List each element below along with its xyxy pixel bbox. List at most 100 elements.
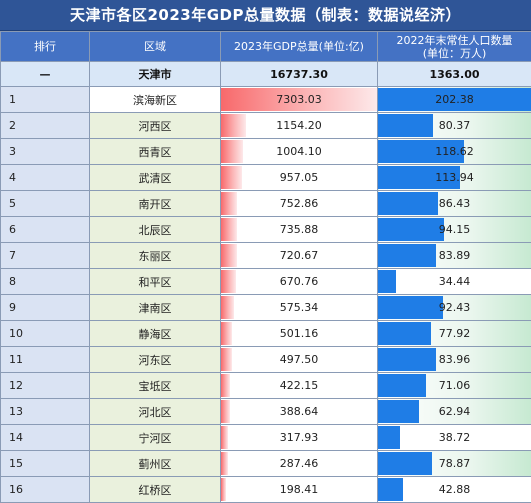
gdp-value: 7303.03 [276, 93, 322, 106]
population-value: 202.38 [435, 93, 474, 106]
gdp-value: 720.67 [280, 249, 319, 262]
population-value: 71.06 [439, 379, 471, 392]
gdp-bar [221, 322, 232, 345]
district-cell: 津南区 [90, 295, 221, 321]
header-population-line1: 2022年末常住人口数量 [378, 34, 531, 47]
population-bar [378, 218, 444, 241]
gdp-value: 501.16 [280, 327, 319, 340]
header-population[interactable]: 2022年末常住人口数量 (单位：万人) [378, 32, 531, 62]
gdp-value: 317.93 [280, 431, 319, 444]
population-value: 77.92 [439, 327, 471, 340]
population-value: 83.89 [439, 249, 471, 262]
gdp-value: 957.05 [280, 171, 319, 184]
population-cell: 71.06 [378, 373, 531, 399]
total-gdp: 16737.30 [221, 62, 378, 87]
gdp-bar [221, 140, 243, 163]
rank-cell: 16 [1, 477, 90, 503]
gdp-cell: 7303.03 [221, 87, 378, 113]
total-row: — 天津市 16737.30 1363.00 [1, 62, 531, 87]
gdp-cell: 957.05 [221, 165, 378, 191]
gdp-bar [221, 348, 232, 371]
gdp-value: 575.34 [280, 301, 319, 314]
header-row: 排行 区域 2023年GDP总量(单位:亿) 2022年末常住人口数量 (单位：… [1, 32, 531, 62]
gdp-value: 735.88 [280, 223, 319, 236]
gdp-bar [221, 270, 236, 293]
header-rank[interactable]: 排行 [1, 32, 90, 62]
gdp-value: 198.41 [280, 483, 319, 496]
gdp-cell: 752.86 [221, 191, 378, 217]
population-bar [378, 296, 443, 319]
population-value: 34.44 [439, 275, 471, 288]
population-cell: 83.96 [378, 347, 531, 373]
gdp-cell: 575.34 [221, 295, 378, 321]
gdp-value: 422.15 [280, 379, 319, 392]
total-rank: — [1, 62, 90, 87]
population-value: 42.88 [439, 483, 471, 496]
gdp-value: 670.76 [280, 275, 319, 288]
gdp-bar [221, 452, 228, 475]
rank-cell: 7 [1, 243, 90, 269]
population-bar [378, 322, 431, 345]
population-cell: 42.88 [378, 477, 531, 503]
population-value: 86.43 [439, 197, 471, 210]
gdp-bar [221, 114, 246, 137]
population-cell: 94.15 [378, 217, 531, 243]
population-value: 62.94 [439, 405, 471, 418]
rank-cell: 2 [1, 113, 90, 139]
rank-cell: 11 [1, 347, 90, 373]
district-cell: 蓟州区 [90, 451, 221, 477]
district-cell: 西青区 [90, 139, 221, 165]
rank-cell: 15 [1, 451, 90, 477]
population-cell: 86.43 [378, 191, 531, 217]
gdp-cell: 1004.10 [221, 139, 378, 165]
gdp-cell: 1154.20 [221, 113, 378, 139]
district-cell: 南开区 [90, 191, 221, 217]
population-cell: 118.62 [378, 139, 531, 165]
gdp-value: 752.86 [280, 197, 319, 210]
gdp-bar [221, 374, 230, 397]
population-value: 38.72 [439, 431, 471, 444]
population-value: 94.15 [439, 223, 471, 236]
population-cell: 62.94 [378, 399, 531, 425]
population-bar [378, 192, 438, 215]
district-cell: 河北区 [90, 399, 221, 425]
gdp-bar [221, 296, 234, 319]
header-district[interactable]: 区域 [90, 32, 221, 62]
rank-cell: 10 [1, 321, 90, 347]
gdp-table: 排行 区域 2023年GDP总量(单位:亿) 2022年末常住人口数量 (单位：… [0, 31, 531, 503]
population-bar [378, 270, 396, 293]
gdp-value: 388.64 [280, 405, 319, 418]
population-bar [378, 452, 432, 475]
gdp-value: 497.50 [280, 353, 319, 366]
population-value: 78.87 [439, 457, 471, 470]
rank-cell: 1 [1, 87, 90, 113]
population-bar [378, 478, 403, 501]
gdp-cell: 422.15 [221, 373, 378, 399]
district-cell: 北辰区 [90, 217, 221, 243]
district-cell: 宁河区 [90, 425, 221, 451]
district-cell: 河西区 [90, 113, 221, 139]
gdp-cell: 501.16 [221, 321, 378, 347]
population-cell: 78.87 [378, 451, 531, 477]
population-bar [378, 426, 400, 449]
header-gdp[interactable]: 2023年GDP总量(单位:亿) [221, 32, 378, 62]
gdp-bar [221, 166, 242, 189]
gdp-cell: 735.88 [221, 217, 378, 243]
rank-cell: 8 [1, 269, 90, 295]
district-cell: 和平区 [90, 269, 221, 295]
gdp-cell: 720.67 [221, 243, 378, 269]
rank-cell: 5 [1, 191, 90, 217]
population-value: 80.37 [439, 119, 471, 132]
population-cell: 92.43 [378, 295, 531, 321]
population-value: 118.62 [435, 145, 474, 158]
